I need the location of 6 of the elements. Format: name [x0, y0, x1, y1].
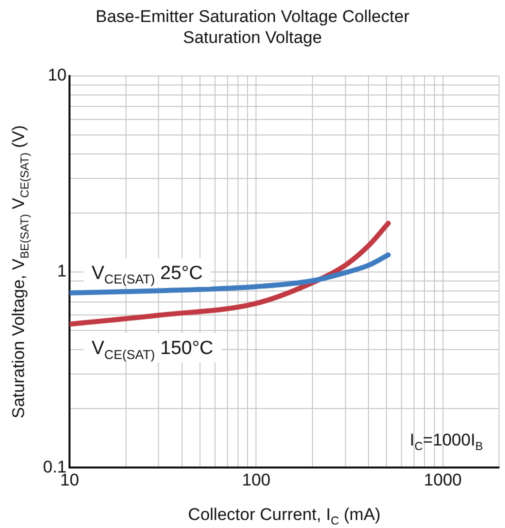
chart-title: Base-Emitter Saturation Voltage Collecter Saturation Voltage — [94, 6, 410, 49]
x-tick-label: 100 — [242, 470, 270, 490]
y-axis-title: Saturation Voltage, VBE(SAT) VCE(SAT) (V) — [9, 125, 32, 418]
x-tick-label: 1000 — [424, 470, 462, 490]
y-tick-label: 1 — [57, 261, 67, 280]
y-tick-label: 10 — [48, 66, 67, 85]
